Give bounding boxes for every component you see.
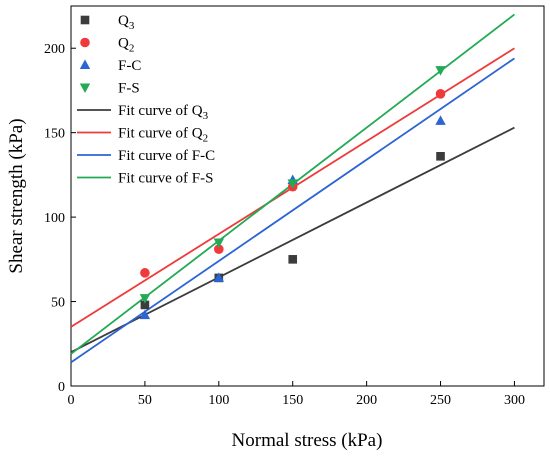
y-tick-label: 150	[44, 127, 65, 142]
legend-label-fit-q3: Fit curve of Q3	[118, 103, 209, 122]
y-axis: 0 50 100 150 200	[44, 42, 76, 395]
legend-label-fit-fc: Fit curve of F-C	[118, 148, 215, 164]
fc-point	[139, 309, 151, 320]
q3-point	[140, 300, 150, 310]
x-tick-label: 100	[208, 393, 229, 408]
x-tick-label: 200	[356, 393, 377, 408]
legend-label-q2: Q2	[118, 36, 134, 55]
legend: Q3 Q2 F-C F-S Fit curve of Q3 Fit curve of Q2…	[77, 13, 215, 187]
legend-marker-q2	[80, 37, 90, 48]
legend-label-q3: Q3	[118, 13, 135, 32]
markers	[139, 66, 446, 320]
legend-marker-q3	[80, 15, 90, 25]
q3-point	[436, 152, 445, 161]
y-tick-label: 100	[44, 211, 65, 226]
legend-label-fit-q2: Fit curve of Q2	[118, 126, 208, 145]
y-tick-label: 200	[44, 42, 65, 57]
legend-label-fc: F-C	[118, 58, 141, 74]
y-tick-label: 50	[51, 296, 65, 311]
legend-label-fs: F-S	[118, 81, 140, 97]
x-tick-label: 50	[138, 393, 152, 408]
x-axis-label: Normal stress (kPa)	[232, 430, 383, 451]
plot-frame	[70, 5, 545, 387]
fs-point	[213, 238, 225, 248]
q3-point	[288, 255, 298, 264]
x-tick-label: 150	[282, 393, 303, 408]
x-tick-label: 300	[504, 393, 525, 408]
x-tick-label: 0	[68, 393, 75, 408]
fs-point	[435, 66, 446, 76]
fc-point	[435, 115, 446, 125]
fs-point	[287, 179, 298, 189]
legend-label-fit-fs: Fit curve of F-S	[118, 171, 213, 187]
y-tick-label: 0	[58, 380, 65, 395]
q2-point	[435, 89, 446, 99]
fc-point	[213, 272, 225, 282]
legend-marker-fs	[79, 83, 91, 93]
fs-point	[139, 294, 151, 304]
legend-marker-fc	[79, 59, 91, 69]
y-axis-label: Shear strength (kPa)	[6, 118, 27, 273]
x-tick-label: 250	[430, 393, 451, 408]
q2-point	[140, 268, 150, 278]
q2-point	[214, 244, 224, 254]
x-axis: 0 50 100 150 200 250 300	[68, 381, 525, 408]
